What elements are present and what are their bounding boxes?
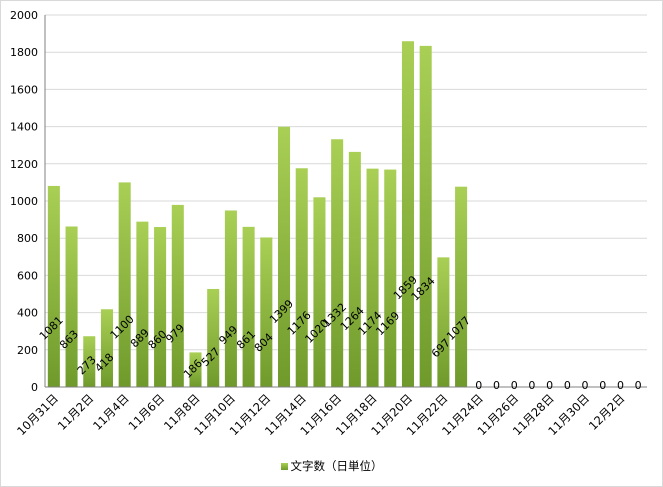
y-tick-label: 1400 (10, 121, 38, 134)
data-label: 0 (475, 379, 482, 392)
bar (455, 186, 468, 387)
y-tick-label: 800 (17, 232, 38, 245)
bars (47, 41, 468, 387)
bar (437, 257, 450, 387)
legend-swatch (280, 463, 288, 470)
x-tick-label: 12月2日 (586, 391, 628, 433)
bar (401, 41, 414, 387)
y-tick-label: 1000 (10, 195, 38, 208)
bar (242, 226, 255, 387)
bar (83, 336, 96, 387)
data-label: 0 (617, 379, 624, 392)
y-axis-ticks: 0 200 400 600 800 1000 1200 1400 1600 1800 2000 (10, 9, 38, 394)
legend-label: 文字数（日単位） (290, 459, 383, 473)
y-tick-label: 400 (17, 307, 38, 320)
bar (65, 226, 78, 387)
legend: 文字数（日単位） (0, 458, 663, 474)
bar (224, 210, 237, 387)
bar (47, 185, 60, 387)
y-tick-label: 1600 (10, 83, 38, 96)
data-label: 0 (546, 379, 553, 392)
bar (278, 126, 291, 387)
x-tick-label: 11月6日 (126, 391, 168, 433)
data-label: 0 (493, 379, 500, 392)
y-tick-label: 1200 (10, 158, 38, 171)
bar (100, 309, 113, 387)
bar (171, 204, 184, 387)
x-axis-ticks: 10月31日11月2日11月4日11月6日11月8日11月10日11月12日11… (14, 391, 627, 438)
data-label: 0 (635, 379, 642, 392)
y-tick-label: 1800 (10, 46, 38, 59)
data-label: 0 (564, 379, 571, 392)
bar (189, 352, 202, 387)
bar (419, 45, 432, 387)
y-tick-label: 2000 (10, 9, 38, 22)
bar (384, 169, 397, 387)
bar (260, 237, 273, 387)
bar (366, 168, 379, 387)
data-label: 0 (599, 379, 606, 392)
data-label: 0 (582, 379, 589, 392)
bar (295, 168, 308, 387)
bar (207, 288, 220, 387)
data-label: 0 (511, 379, 518, 392)
x-tick-label: 11月4日 (90, 391, 132, 433)
bar (348, 151, 361, 387)
bar (118, 182, 131, 387)
axes (44, 15, 647, 388)
y-tick-label: 0 (31, 381, 38, 394)
bar (154, 227, 167, 387)
x-tick-label: 11月2日 (55, 391, 97, 433)
bar (136, 221, 149, 387)
y-tick-label: 600 (17, 269, 38, 282)
bar (313, 197, 326, 387)
data-label: 0 (528, 379, 535, 392)
bar (331, 139, 344, 387)
x-tick-label: 10月31日 (14, 391, 61, 438)
y-tick-label: 200 (17, 344, 38, 357)
